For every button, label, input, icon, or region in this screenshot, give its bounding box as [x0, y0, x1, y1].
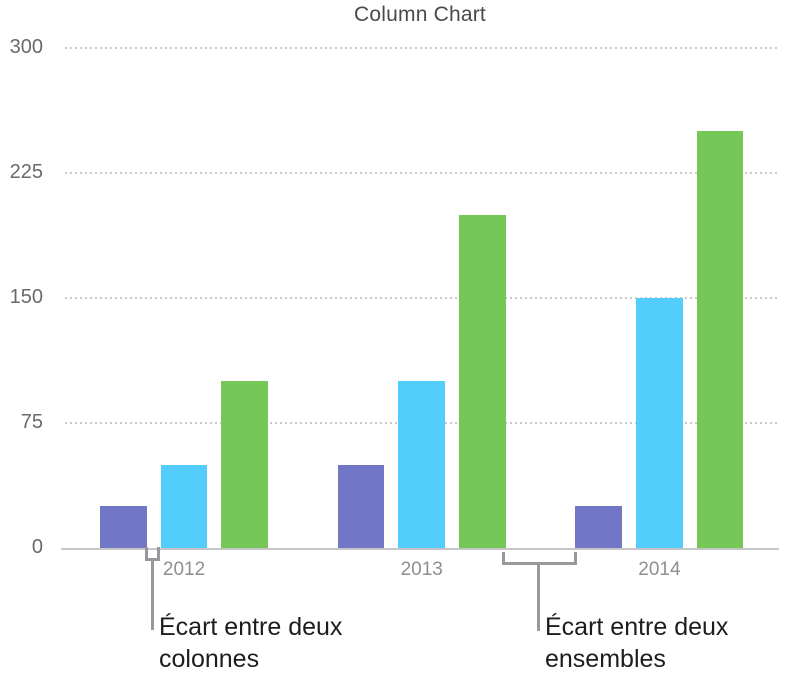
y-axis-tick-label-75: 75 [20, 411, 43, 433]
gridline-300 [65, 47, 779, 49]
set-gap-annotation-line1: Écart entre deux [545, 613, 729, 641]
x-axis-tick-label-2014: 2014 [638, 559, 681, 580]
column-gap-annotation-line1: Écart entre deux [159, 613, 343, 641]
bar-2012-series-3 [221, 381, 269, 548]
y-axis-tick-label-0: 0 [31, 536, 43, 558]
column-gap-annotation-line2: colonnes [159, 645, 260, 673]
column-gap-leader-line [151, 560, 154, 630]
gridline-150 [65, 297, 779, 299]
bar-2014-series-3 [696, 131, 744, 548]
column-gap-bracket [145, 547, 160, 561]
column-gap-annotation: Écart entre deux colonnes [159, 611, 342, 675]
bar-2013-series-2 [398, 381, 446, 548]
x-axis-line [61, 548, 779, 550]
bar-2014-series-1 [575, 506, 623, 548]
set-gap-annotation: Écart entre deux ensembles [545, 611, 728, 675]
x-axis-tick-label-2012: 2012 [162, 559, 206, 580]
set-gap-leader-line [537, 563, 540, 631]
y-axis-tick-label-225: 225 [9, 161, 43, 183]
chart-title: Column Chart [354, 3, 486, 26]
gridline-225 [65, 172, 779, 174]
y-axis-tick-label-300: 300 [9, 36, 43, 58]
x-axis-tick-label-2013: 2013 [400, 559, 443, 580]
set-gap-annotation-line2: ensembles [545, 645, 666, 673]
bar-2012-series-1 [100, 506, 147, 548]
bar-2013-series-3 [459, 214, 506, 548]
y-axis-tick-label-150: 150 [9, 286, 43, 308]
bar-2012-series-2 [160, 464, 208, 548]
bar-2014-series-2 [636, 298, 683, 548]
bar-2013-series-1 [337, 464, 385, 548]
